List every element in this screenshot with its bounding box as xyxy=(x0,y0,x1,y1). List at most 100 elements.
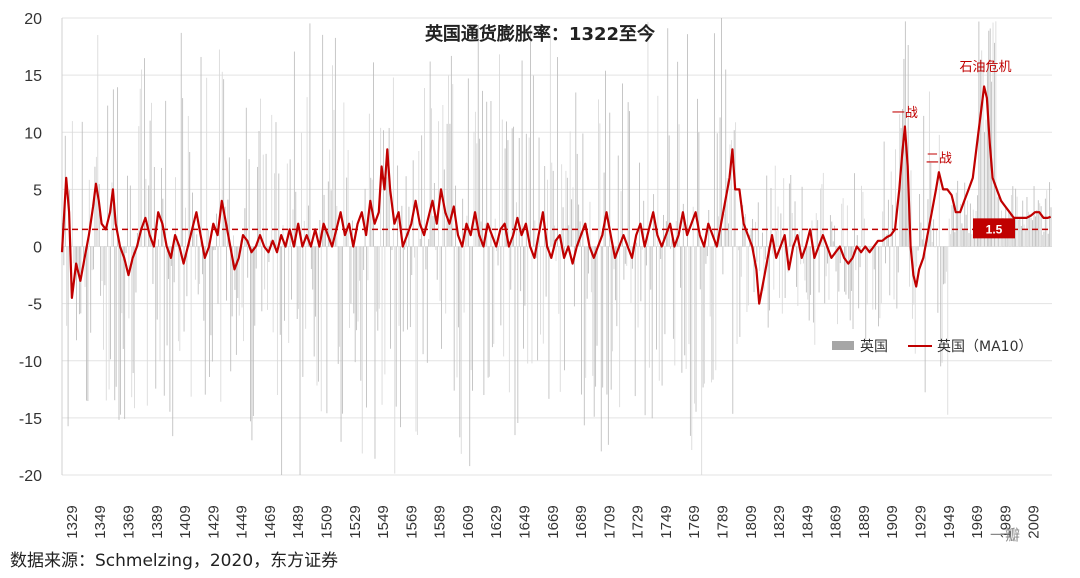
x-axis-ticks: 1329 1349 1369 1389 1409 1429 1449 1469 1489 1509… xyxy=(64,505,1043,538)
bar xyxy=(585,246,587,378)
bar xyxy=(910,170,912,247)
bar xyxy=(308,205,309,247)
bar xyxy=(407,246,408,330)
bar xyxy=(476,143,478,247)
bar xyxy=(572,187,574,247)
bar xyxy=(194,246,196,280)
annotation-label: 一战 xyxy=(892,106,918,121)
bar xyxy=(945,246,947,272)
bar xyxy=(274,173,275,247)
bar xyxy=(841,203,843,247)
bar xyxy=(161,167,162,247)
bar xyxy=(267,246,268,310)
bar xyxy=(313,246,315,357)
bar xyxy=(260,98,261,247)
bar xyxy=(74,246,76,273)
bar xyxy=(244,208,246,247)
bar xyxy=(499,54,500,247)
bar xyxy=(446,123,448,247)
bar xyxy=(366,246,367,408)
bar xyxy=(715,246,717,371)
bar xyxy=(127,175,128,247)
bar xyxy=(889,246,891,296)
bar xyxy=(595,246,597,387)
bar xyxy=(770,188,772,247)
bar xyxy=(677,61,679,247)
x-tick-label: 1809 xyxy=(743,505,760,538)
bar xyxy=(723,213,725,247)
bar-series-uk xyxy=(62,18,1052,475)
bar xyxy=(248,159,250,247)
bar xyxy=(578,204,580,247)
bar xyxy=(326,246,328,414)
bar xyxy=(692,206,694,247)
bar xyxy=(885,246,886,264)
bar xyxy=(316,246,318,386)
bar xyxy=(151,102,152,247)
bar xyxy=(482,90,483,247)
bar xyxy=(780,213,782,247)
bar xyxy=(923,115,925,247)
bar xyxy=(916,246,918,267)
bar xyxy=(664,246,666,335)
x-tick-label: 1389 xyxy=(149,505,166,538)
bar xyxy=(1016,196,1018,247)
bar xyxy=(675,221,677,247)
bar xyxy=(640,246,642,302)
bar xyxy=(125,246,127,254)
legend: 英国 英国（MA10） xyxy=(832,338,1032,355)
bar xyxy=(854,173,855,247)
x-tick-label: 1889 xyxy=(856,505,873,538)
bar xyxy=(426,246,428,363)
bar xyxy=(521,60,523,247)
bar xyxy=(999,234,1001,247)
bar xyxy=(172,246,174,437)
bar xyxy=(906,152,908,247)
bar xyxy=(504,148,506,247)
bar xyxy=(1044,198,1046,247)
bar xyxy=(726,178,728,247)
bar xyxy=(938,134,940,247)
bar xyxy=(255,246,257,269)
bar xyxy=(979,59,981,247)
bar xyxy=(982,62,984,247)
bar xyxy=(672,246,674,339)
bar xyxy=(128,246,130,319)
bar xyxy=(779,246,780,298)
bar xyxy=(554,225,556,247)
bar xyxy=(564,246,565,371)
bar xyxy=(957,180,959,247)
bar xyxy=(466,215,468,247)
bar xyxy=(614,246,616,301)
bar xyxy=(81,121,83,247)
bar xyxy=(517,246,519,424)
bar xyxy=(168,246,169,279)
bar xyxy=(479,138,481,247)
bar xyxy=(373,62,374,247)
bar xyxy=(494,218,496,247)
bar xyxy=(77,246,79,274)
bar xyxy=(661,246,663,386)
bar xyxy=(226,246,227,301)
bar xyxy=(805,246,807,293)
bar xyxy=(1042,234,1043,247)
bar xyxy=(390,246,391,349)
bar xyxy=(771,246,773,254)
bar xyxy=(831,221,833,247)
bar xyxy=(513,126,515,247)
bar xyxy=(890,171,892,247)
bar xyxy=(725,69,727,247)
bar xyxy=(951,205,953,247)
bar xyxy=(367,246,369,281)
bar xyxy=(875,246,877,310)
bar xyxy=(603,172,605,247)
bar xyxy=(361,246,363,454)
bar xyxy=(291,246,292,300)
bar xyxy=(258,131,260,247)
bar xyxy=(928,91,930,247)
bar xyxy=(762,232,763,247)
bar xyxy=(209,246,210,377)
bar xyxy=(288,246,290,343)
bar xyxy=(781,246,783,314)
bar xyxy=(581,246,582,395)
